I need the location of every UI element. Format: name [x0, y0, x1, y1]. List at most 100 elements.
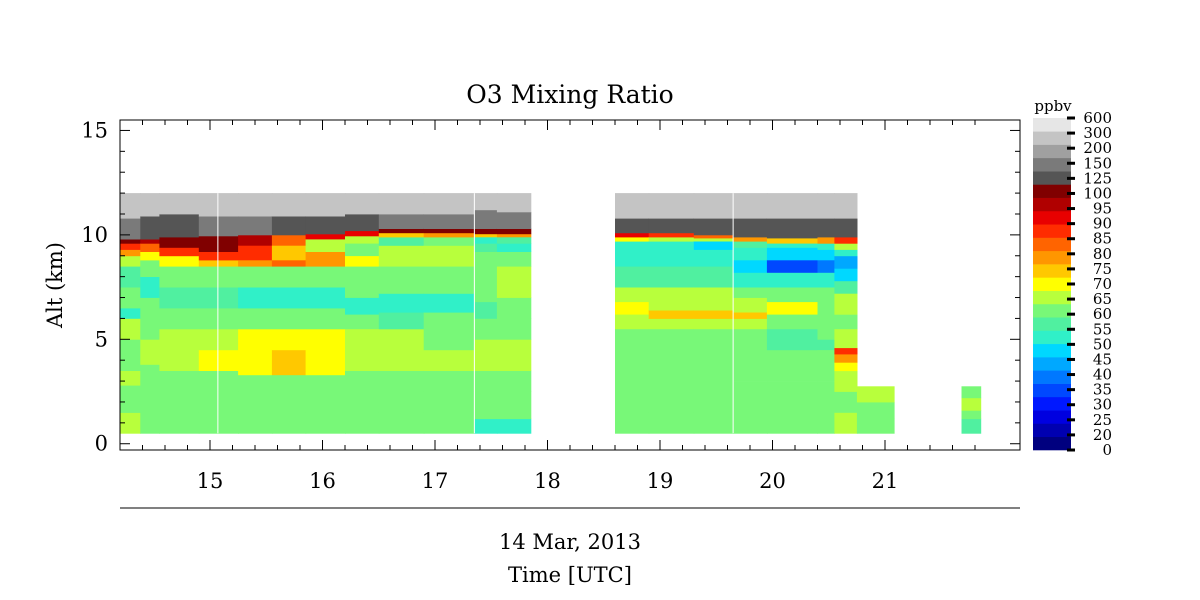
heatmap-cell — [474, 318, 498, 340]
colorbar-label: 200 — [1083, 139, 1112, 157]
heatmap-cell — [345, 391, 380, 413]
heatmap-cell — [615, 314, 650, 330]
heatmap-cell — [120, 308, 141, 319]
heatmap-cell — [615, 237, 650, 242]
heatmap-cell — [120, 255, 141, 267]
heatmap-cell — [378, 237, 425, 246]
heatmap-cell — [198, 391, 239, 413]
y-tick-label: 0 — [95, 432, 108, 456]
colorbar-label: 40 — [1093, 366, 1112, 384]
heatmap-cell — [693, 193, 734, 219]
colorbar-swatch — [1033, 118, 1071, 132]
heatmap-cell — [198, 308, 239, 330]
colorbar-swatch — [1033, 330, 1071, 345]
heatmap-cell — [817, 237, 835, 244]
heatmap-cell — [648, 328, 695, 361]
heatmap-cell — [238, 216, 273, 236]
heatmap-cell — [496, 237, 532, 244]
heatmap-cell — [198, 259, 239, 267]
heatmap-cell — [733, 193, 768, 219]
heatmap-cell — [834, 314, 858, 330]
colorbar-swatch — [1033, 370, 1071, 384]
heatmap-cell — [496, 339, 532, 371]
heatmap-cell — [140, 251, 160, 261]
heatmap-cell — [378, 349, 425, 371]
heatmap-cell — [140, 339, 160, 365]
heatmap-cell — [817, 412, 835, 434]
heatmap-cell — [271, 193, 307, 217]
heatmap-cell — [345, 328, 380, 351]
x-tick-label: 18 — [534, 469, 561, 493]
heatmap-cell — [834, 412, 858, 434]
heatmap-cell — [423, 193, 475, 215]
heatmap-cell — [648, 266, 695, 288]
heatmap-cell — [733, 247, 768, 261]
colorbar-swatch — [1033, 436, 1071, 451]
heatmap-cell — [496, 243, 532, 252]
heatmap-cell — [198, 287, 239, 309]
heatmap-cell — [496, 233, 532, 238]
heatmap-cell — [496, 266, 532, 298]
heatmap-cell — [345, 230, 380, 237]
colorbar-label: 35 — [1093, 381, 1112, 399]
heatmap-cell — [817, 301, 835, 319]
heatmap-cell — [693, 287, 734, 311]
heatmap-cell — [766, 287, 819, 303]
heatmap-cell — [834, 268, 858, 282]
heatmap-cell — [198, 251, 239, 261]
heatmap-cell — [834, 249, 858, 257]
colorbar-label: 80 — [1093, 245, 1112, 263]
heatmap-cell — [733, 287, 768, 298]
heatmap-cell — [766, 314, 819, 330]
heatmap-cell — [766, 218, 819, 239]
heatmap-cell — [345, 349, 380, 371]
heatmap-cell — [766, 349, 819, 382]
heatmap-cell — [198, 193, 239, 217]
heatmap-cell — [817, 318, 835, 340]
heatmap-cell — [817, 349, 835, 382]
heatmap-cell — [423, 412, 475, 434]
heatmap-cell — [496, 297, 532, 319]
heatmap-cell — [238, 259, 273, 267]
heatmap-cell — [693, 412, 734, 434]
heatmap-cell — [474, 301, 498, 319]
heatmap-cell — [961, 410, 982, 420]
heatmap-cell — [305, 233, 346, 240]
heatmap-cell — [238, 374, 273, 392]
heatmap-cell — [198, 235, 239, 252]
heatmap-cell — [648, 381, 695, 413]
heatmap-cell — [834, 391, 858, 413]
heatmap-cell — [733, 297, 768, 313]
heatmap-cell — [271, 391, 307, 413]
heatmap-cell — [238, 234, 273, 246]
heatmap-cell — [474, 209, 498, 229]
heatmap-cell — [159, 255, 200, 267]
heatmap-cell — [693, 234, 734, 239]
heatmap-cell — [474, 339, 498, 371]
heatmap-cell — [238, 328, 273, 351]
heatmap-cell — [159, 412, 200, 434]
heatmap-cell — [733, 259, 768, 273]
x-tick-label: 20 — [759, 469, 786, 493]
heatmap-cell — [120, 239, 141, 244]
heatmap-cell — [834, 280, 858, 294]
colorbar-swatch — [1033, 357, 1071, 371]
heatmap-cell — [423, 312, 475, 330]
heatmap-cell — [238, 391, 273, 413]
heatmap-cell — [305, 391, 346, 413]
heatmap-cell — [856, 418, 895, 434]
heatmap-cell — [834, 370, 858, 392]
heatmap-cell — [305, 328, 346, 351]
heatmap-cell — [271, 328, 307, 351]
heatmap-cell — [766, 301, 819, 315]
chart-title: O3 Mixing Ratio — [466, 80, 673, 109]
heatmap-cell — [345, 193, 380, 215]
heatmap-cell — [615, 381, 650, 413]
heatmap-cell — [733, 381, 768, 413]
heatmap-cell — [305, 308, 346, 330]
heatmap-cell — [120, 218, 141, 240]
heatmap-cell — [271, 349, 307, 376]
heatmap-cell — [423, 245, 475, 267]
heatmap-cell — [733, 218, 768, 238]
heatmap-cell — [474, 233, 498, 238]
